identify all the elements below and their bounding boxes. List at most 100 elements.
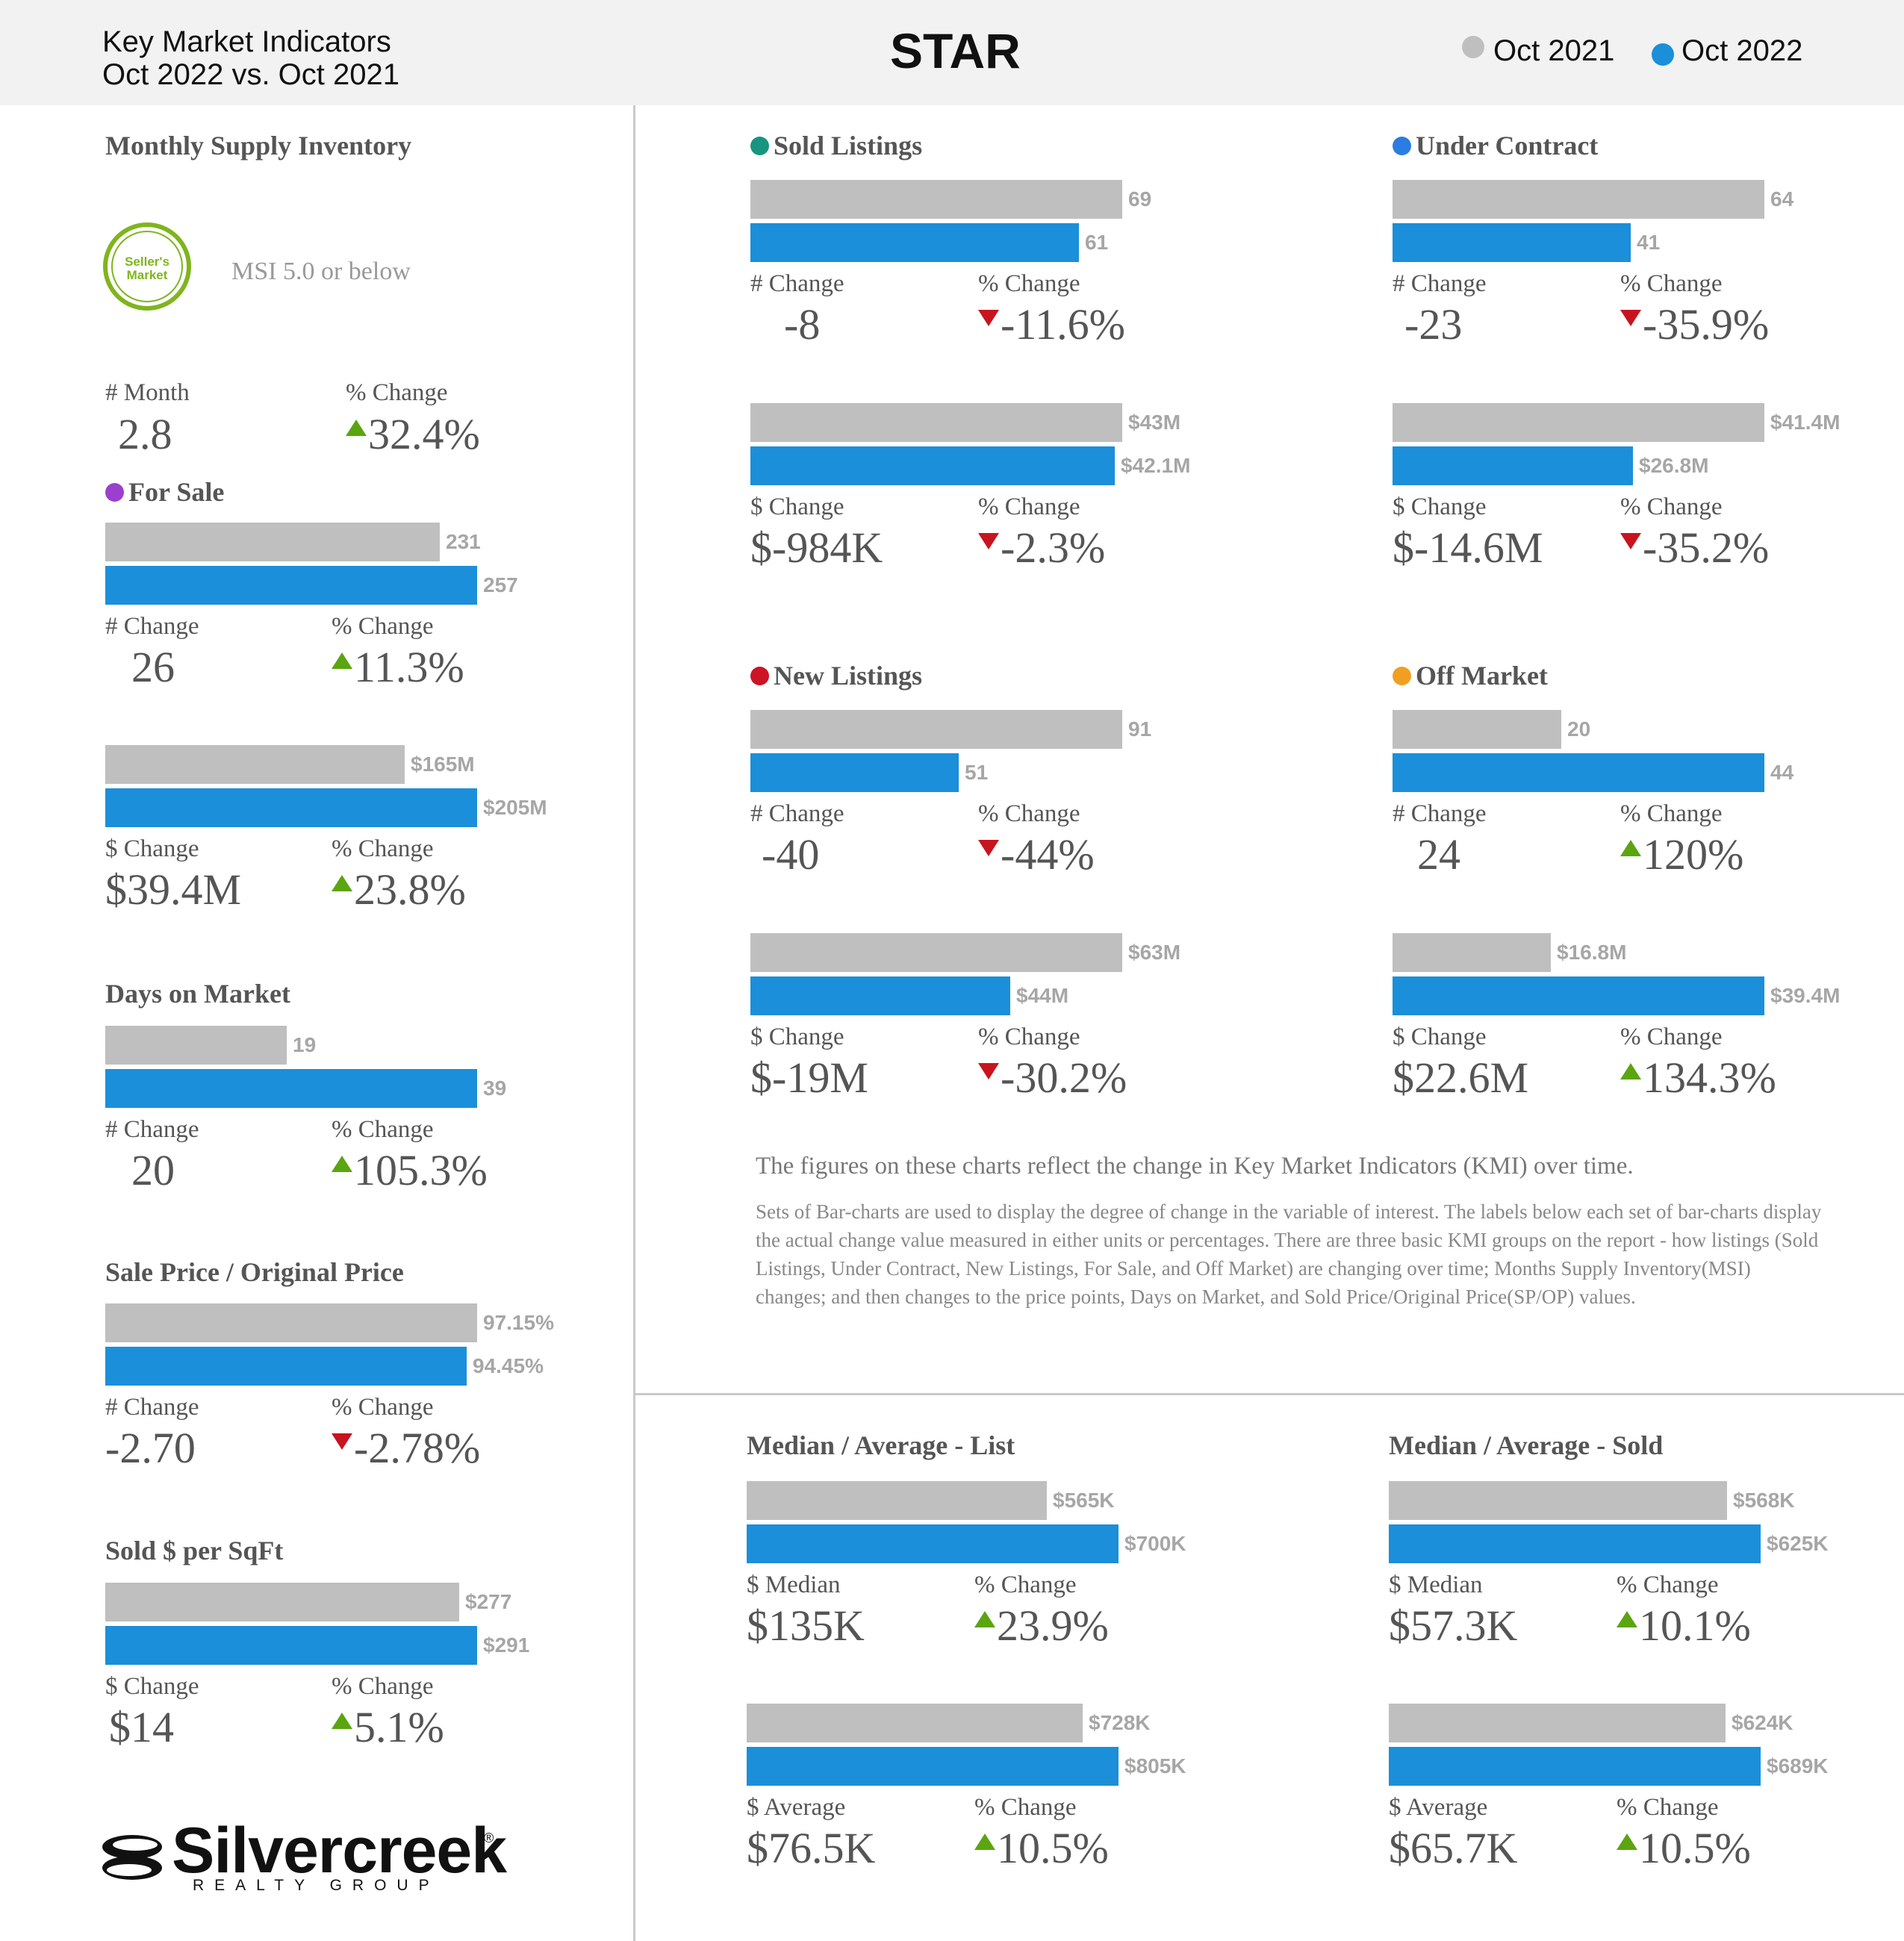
off-market-value-0-left: 24 xyxy=(1417,830,1460,879)
median-average-sold-caption-1-left: $ Average xyxy=(1389,1794,1488,1821)
msi-change-caption: % Change xyxy=(346,379,448,406)
median-average-sold-caption-1-right: % Change xyxy=(1617,1794,1719,1821)
down-arrow-icon xyxy=(978,533,999,549)
median-average-sold-bar-label-0-prev: $568K xyxy=(1733,1489,1795,1512)
new-listings-value-1-left: $-19M xyxy=(750,1053,868,1102)
up-arrow-icon xyxy=(1620,840,1641,856)
days-on-market-value-0-left: 20 xyxy=(131,1146,175,1194)
median-average-sold-caption-0-left: $ Median xyxy=(1389,1571,1483,1598)
new-listings-value-1-right: -30.2% xyxy=(978,1054,1127,1102)
up-arrow-icon xyxy=(332,875,352,891)
off-market-value-1-left: $22.6M xyxy=(1393,1053,1529,1102)
new-listings-dot xyxy=(750,667,769,686)
median-average-list-caption-0-left: $ Median xyxy=(747,1571,841,1598)
median-average-list-bar-1-prev xyxy=(747,1704,1083,1742)
legend-item-curr xyxy=(1652,43,1674,69)
up-arrow-icon xyxy=(1617,1611,1637,1627)
for-sale-bar-label-0-prev: 231 xyxy=(446,530,481,553)
up-arrow-icon xyxy=(332,1713,352,1729)
off-market-bar-0-curr xyxy=(1393,753,1764,792)
sellers-market-badge-text: Seller's Market xyxy=(125,255,169,282)
for-sale-bar-label-1-curr: $205M xyxy=(483,796,547,819)
sold-listings-value-1-right: -2.3% xyxy=(978,524,1105,572)
new-listings-value-0-left: -40 xyxy=(762,830,820,879)
up-arrow-icon xyxy=(1617,1833,1637,1850)
down-arrow-icon xyxy=(1620,533,1641,549)
notes-body: Sets of Bar-charts are used to display t… xyxy=(756,1200,1822,1308)
sold-per-sqft-value-0-right: 5.1% xyxy=(332,1704,444,1751)
median-average-list-bar-label-1-curr: $805K xyxy=(1124,1754,1186,1778)
under-contract-bar-0-prev xyxy=(1393,180,1764,219)
median-average-list-bar-label-1-prev: $728K xyxy=(1089,1711,1151,1734)
report-subtitle: Oct 2022 vs. Oct 2021 xyxy=(102,58,399,91)
new-listings-caption-1-left: $ Change xyxy=(750,1024,844,1050)
sale-price-original-price-value-0-right: -2.78% xyxy=(332,1424,480,1472)
sold-per-sqft-bar-0-prev xyxy=(105,1583,459,1621)
median-average-sold-bar-0-curr xyxy=(1389,1524,1761,1563)
new-listings-caption-1-right: % Change xyxy=(978,1024,1080,1050)
off-market-value-1-right: 134.3% xyxy=(1620,1054,1776,1102)
off-market-bar-label-0-curr: 44 xyxy=(1770,761,1794,784)
sold-listings-bar-0-curr xyxy=(750,223,1079,262)
msi-month-caption: # Month xyxy=(105,379,190,406)
days-on-market-caption-0-right: % Change xyxy=(332,1116,434,1143)
sale-price-original-price-bar-label-0-curr: 94.45% xyxy=(473,1354,544,1377)
days-on-market-bar-label-0-curr: 39 xyxy=(483,1077,507,1100)
median-average-list-title: Median / Average - List xyxy=(747,1430,1015,1460)
for-sale-bar-label-0-curr: 257 xyxy=(483,573,518,596)
down-arrow-icon xyxy=(1620,310,1641,326)
for-sale-bar-0-prev xyxy=(105,523,440,561)
days-on-market-value-0-right: 105.3% xyxy=(332,1147,488,1194)
off-market-title: Off Market xyxy=(1393,660,1548,691)
up-arrow-icon xyxy=(974,1611,995,1627)
sold-listings-caption-0-left: # Change xyxy=(750,270,844,297)
sold-listings-caption-0-right: % Change xyxy=(978,270,1080,297)
new-listings-bar-0-prev xyxy=(750,710,1122,749)
new-listings-bar-label-1-curr: $44M xyxy=(1016,984,1069,1007)
for-sale-value-1-right: 23.8% xyxy=(332,866,466,914)
new-listings-bar-label-1-prev: $63M xyxy=(1128,941,1181,964)
sellers-market-badge: Seller's Market xyxy=(103,222,191,311)
report-title: Key Market Indicators xyxy=(102,25,391,58)
under-contract-caption-0-right: % Change xyxy=(1620,270,1723,297)
logo-wordmark: Silvercreek xyxy=(172,1815,507,1887)
for-sale-caption-0-right: % Change xyxy=(332,613,434,640)
under-contract-bar-1-prev xyxy=(1393,403,1764,442)
sold-listings-bar-0-prev xyxy=(750,180,1122,219)
days-on-market-title: Days on Market xyxy=(105,979,290,1009)
median-average-list-bar-label-0-prev: $565K xyxy=(1053,1489,1115,1512)
up-arrow-icon xyxy=(974,1833,995,1850)
under-contract-bar-label-0-prev: 64 xyxy=(1770,187,1794,211)
sale-price-original-price-title: Sale Price / Original Price xyxy=(105,1257,404,1287)
under-contract-value-1-right: -35.2% xyxy=(1620,524,1769,572)
sold-per-sqft-title: Sold $ per SqFt xyxy=(105,1536,284,1565)
horizontal-divider xyxy=(635,1393,1904,1395)
for-sale-bar-1-prev xyxy=(105,745,405,784)
sold-listings-value-0-left: -8 xyxy=(784,300,821,349)
sold-listings-bar-label-1-prev: $43M xyxy=(1128,411,1181,434)
off-market-bar-1-curr xyxy=(1393,976,1764,1015)
new-listings-bar-label-0-curr: 51 xyxy=(965,761,989,784)
median-average-sold-bar-0-prev xyxy=(1389,1481,1727,1520)
new-listings-bar-1-curr xyxy=(750,976,1010,1015)
sold-listings-title: Sold Listings xyxy=(750,130,922,161)
median-average-list-value-1-left: $76.5K xyxy=(747,1824,876,1872)
under-contract-value-0-left: -23 xyxy=(1404,300,1463,349)
for-sale-caption-1-left: $ Change xyxy=(105,835,199,862)
sale-price-original-price-bar-0-prev xyxy=(105,1303,477,1342)
days-on-market-caption-0-left: # Change xyxy=(105,1116,199,1143)
under-contract-bar-1-curr xyxy=(1393,446,1633,485)
median-average-sold-value-1-left: $65.7K xyxy=(1389,1824,1518,1872)
legend-dot-curr xyxy=(1652,43,1674,66)
for-sale-value-0-left: 26 xyxy=(131,643,175,691)
sold-per-sqft-caption-0-left: $ Change xyxy=(105,1673,199,1700)
sold-listings-value-0-right: -11.6% xyxy=(978,301,1125,349)
median-average-list-bar-0-prev xyxy=(747,1481,1047,1520)
median-average-sold-bar-label-0-curr: $625K xyxy=(1767,1532,1829,1555)
up-arrow-icon xyxy=(1620,1063,1641,1079)
under-contract-title: Under Contract xyxy=(1393,130,1598,161)
sold-listings-bar-label-1-curr: $42.1M xyxy=(1121,454,1191,477)
logo-tagline: REALTY GROUP xyxy=(193,1877,440,1894)
median-average-sold-title: Median / Average - Sold xyxy=(1389,1430,1664,1460)
median-average-sold-bar-1-curr xyxy=(1389,1747,1761,1786)
